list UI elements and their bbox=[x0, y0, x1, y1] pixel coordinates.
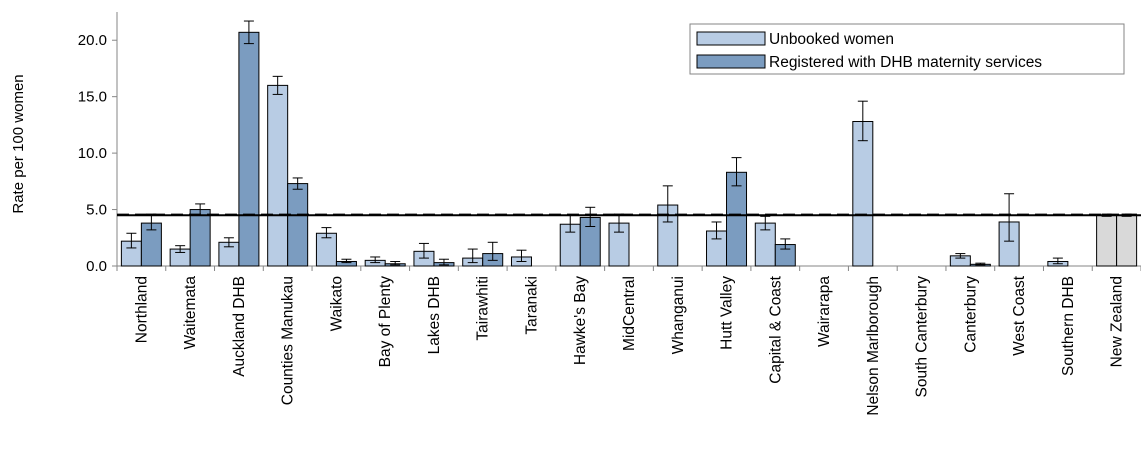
bar-registered bbox=[238, 31, 260, 267]
bar-unbooked bbox=[852, 121, 874, 267]
bar-unbooked bbox=[1096, 214, 1118, 267]
category-label: West Coast bbox=[1011, 275, 1028, 356]
bars bbox=[120, 20, 1138, 267]
y-tick-label: 5.0 bbox=[86, 202, 107, 219]
category-label: New Zealand bbox=[1109, 276, 1126, 367]
category-label: Whanganui bbox=[670, 276, 687, 354]
legend-label-registered: Registered with DHB maternity services bbox=[769, 54, 1042, 71]
category-label: Hutt Valley bbox=[719, 276, 736, 350]
category-label: Waitemata bbox=[182, 276, 199, 350]
category-label: Northland bbox=[133, 276, 150, 343]
category-label: Hawke's Bay bbox=[572, 276, 589, 365]
category-label: South Canterbury bbox=[914, 276, 931, 398]
y-tick-label: 15.0 bbox=[78, 89, 107, 106]
bar-registered bbox=[189, 209, 211, 267]
category-label: Nelson Marlborough bbox=[865, 276, 882, 416]
y-axis-label: Rate per 100 women bbox=[10, 74, 27, 213]
y-tick-label: 20.0 bbox=[78, 32, 107, 49]
category-label: Auckland DHB bbox=[231, 276, 248, 377]
category-label: Waikato bbox=[328, 276, 345, 331]
category-labels: Northland Waitemata Auckland DHB Counties M… bbox=[133, 275, 1125, 415]
category-label: Counties Manukau bbox=[280, 276, 297, 405]
category-label: Canterbury bbox=[962, 276, 979, 353]
bar-unbooked bbox=[267, 84, 289, 267]
bar-registered bbox=[287, 183, 309, 267]
category-label: Taranaki bbox=[523, 276, 540, 335]
bar-registered bbox=[1116, 214, 1138, 267]
reference-lines bbox=[117, 213, 1141, 217]
category-label: Lakes DHB bbox=[426, 276, 443, 354]
legend-swatch-registered bbox=[696, 54, 766, 69]
category-label: Capital & Coast bbox=[767, 275, 784, 383]
bar-registered bbox=[726, 171, 748, 267]
category-label: Southern DHB bbox=[1060, 276, 1077, 376]
y-tick-label: 10.0 bbox=[78, 145, 107, 162]
category-label: Wairarapa bbox=[816, 276, 833, 347]
y-tick-label: 0.0 bbox=[86, 258, 107, 275]
legend-swatch-unbooked bbox=[696, 31, 766, 46]
category-label: Tairawhiti bbox=[475, 276, 492, 341]
category-label: Bay of Plenty bbox=[377, 276, 394, 368]
y-axis-ticks: 0.0 5.0 10.0 15.0 20.0 bbox=[78, 32, 117, 275]
legend: Unbooked women Registered with DHB mater… bbox=[689, 23, 1125, 75]
category-label: MidCentral bbox=[621, 276, 638, 351]
legend-label-unbooked: Unbooked women bbox=[769, 31, 894, 48]
